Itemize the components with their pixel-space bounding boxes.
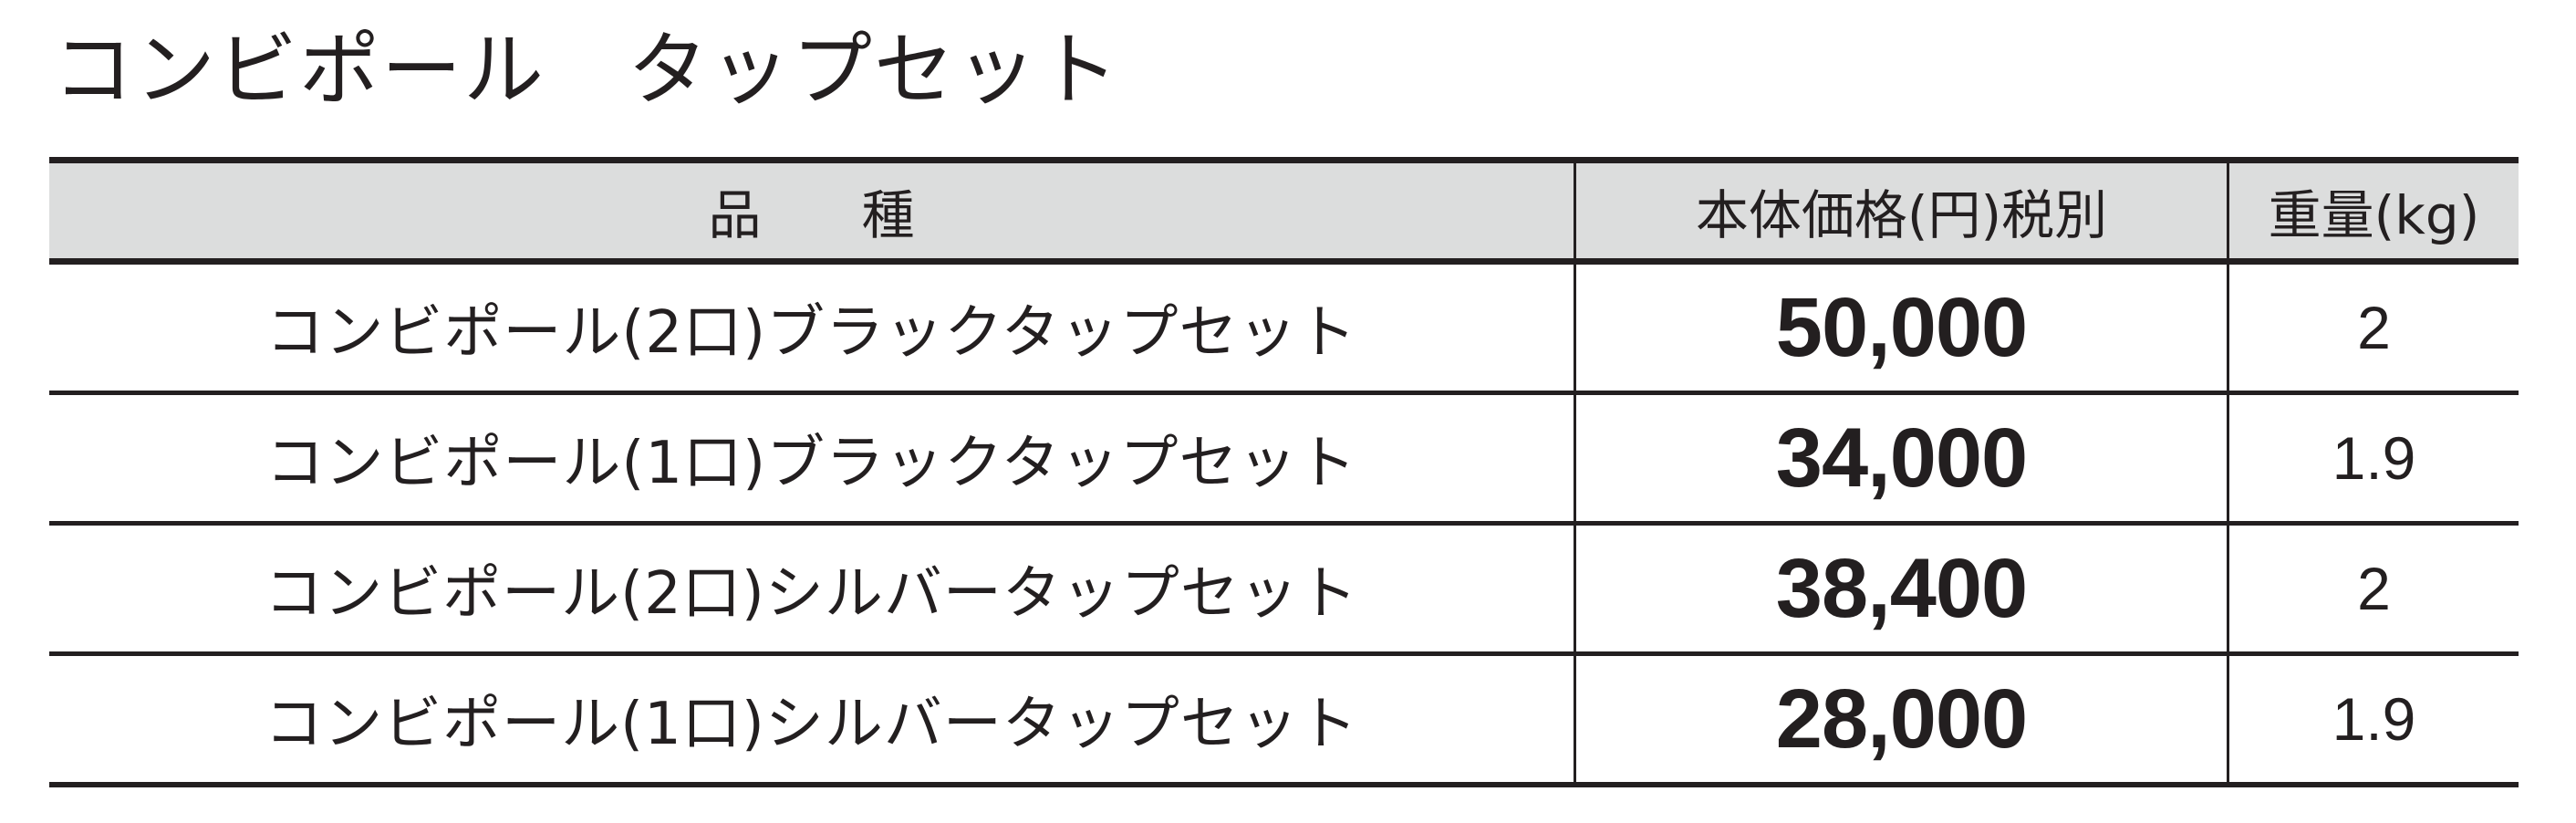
product-name: コンビポール(1口)シルバータップセット — [49, 653, 1575, 787]
price-table: 品種 本体価格(円)税別 重量(kg) コンビポール(2口)ブラックタップセット… — [49, 157, 2519, 787]
header-product-type: 品種 — [49, 157, 1575, 265]
table-row: コンビポール(1口)シルバータップセット 28,000 1.9 — [49, 653, 2519, 787]
product-name: コンビポール(2口)シルバータップセット — [49, 523, 1575, 656]
product-weight: 2 — [2227, 261, 2519, 395]
product-weight: 2 — [2227, 523, 2519, 656]
product-price: 50,000 — [1574, 261, 2228, 395]
product-name: コンビポール(2口)ブラックタップセット — [49, 261, 1575, 395]
table-row: コンビポール(1口)ブラックタップセット 34,000 1.9 — [49, 392, 2519, 526]
product-price: 34,000 — [1574, 392, 2228, 526]
product-name: コンビポール(1口)ブラックタップセット — [49, 392, 1575, 526]
product-price: 28,000 — [1574, 653, 2228, 787]
product-weight: 1.9 — [2227, 392, 2519, 526]
table-row: コンビポール(2口)シルバータップセット 38,400 2 — [49, 523, 2519, 656]
header-weight: 重量(kg) — [2227, 157, 2519, 265]
product-price: 38,400 — [1574, 523, 2228, 656]
product-weight: 1.9 — [2227, 653, 2519, 787]
table-header-row: 品種 本体価格(円)税別 重量(kg) — [49, 157, 2519, 265]
header-price: 本体価格(円)税別 — [1574, 157, 2228, 265]
page-title: コンビポール タップセット — [53, 23, 1121, 117]
table-row: コンビポール(2口)ブラックタップセット 50,000 2 — [49, 261, 2519, 395]
header-label: 品種 — [708, 184, 1015, 246]
